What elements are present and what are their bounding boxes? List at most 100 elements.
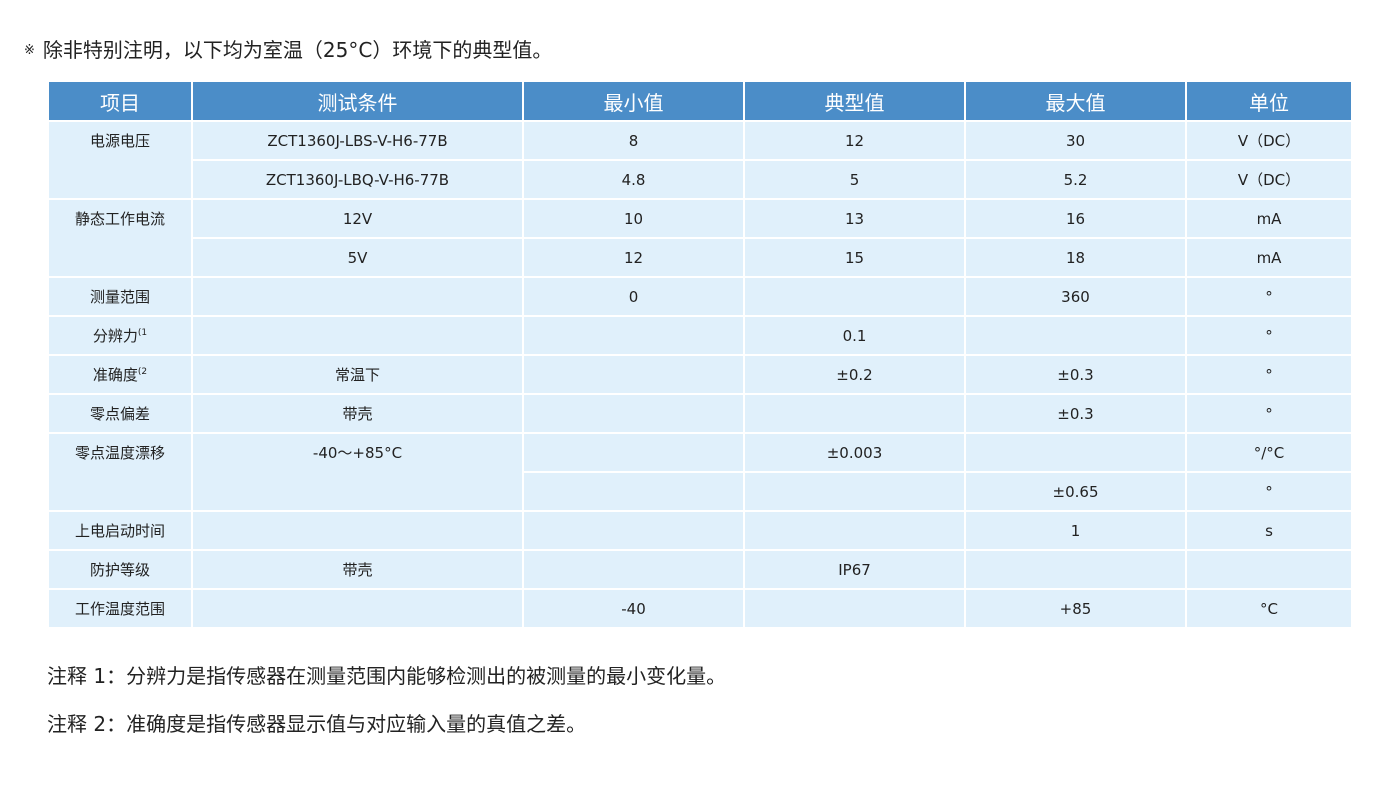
header-max: 最大值 [964,80,1187,122]
cell-max: 5.2 [964,159,1187,200]
item-label: 准确度 [92,366,138,384]
cell-min: 12 [522,237,745,278]
cell-item: 工作温度范围 [47,588,193,629]
cell-max: ±0.65 [964,471,1187,512]
cell-min: 0 [522,276,745,317]
cell-typ: 12 [743,120,966,161]
note-star: ※ [24,43,35,58]
cell-unit: ° [1185,354,1353,395]
cell-min [522,471,745,512]
cell-unit: °/°C [1185,432,1353,473]
cell-typ: 15 [743,237,966,278]
cell-typ: 13 [743,198,966,239]
table-row: 测量范围 0 360 ° [47,276,1353,317]
table-row: 5V 12 15 18 mA [48,237,1353,278]
header-min: 最小值 [522,80,745,122]
table-row: ZCT1360J-LBQ-V-H6-77B 4.8 5 5.2 V（DC） [48,159,1353,200]
cell-min [522,393,745,434]
cell-unit: ° [1185,393,1353,434]
cell-unit: V（DC） [1185,159,1353,200]
cell-min [522,549,745,590]
header-unit: 单位 [1185,80,1353,122]
cell-typ: IP67 [743,549,966,590]
cell-item: 电源电压 [47,120,193,200]
cell-max [964,549,1187,590]
footnote-2: 注释 2：准确度是指传感器显示值与对应输入量的真值之差。 [47,712,587,736]
cell-item: 零点温度漂移 [47,432,193,512]
cell-unit: ° [1185,276,1353,317]
cell-typ [743,588,966,629]
general-note-text: 除非特别注明，以下均为室温（25°C）环境下的典型值。 [42,38,553,62]
table-row: 工作温度范围 -40 +85 °C [47,588,1353,629]
table-row: 上电启动时间 1 s [47,510,1353,551]
cell-item: 准确度(2 [47,354,193,395]
cell-min [522,315,745,356]
cell-item: 测量范围 [47,276,193,317]
cell-unit: °C [1185,588,1353,629]
cell-max: 1 [964,510,1187,551]
footnote-1: 注释 1：分辨力是指传感器在测量范围内能够检测出的被测量的最小变化量。 [47,664,727,688]
header-typ: 典型值 [743,80,966,122]
cell-max [964,432,1187,473]
cell-condition: -40～+85°C [191,432,524,512]
cell-max: 18 [964,237,1187,278]
cell-typ [743,471,966,512]
spec-table: 项目 测试条件 最小值 典型值 最大值 单位 电源电压 ZCT1360J-LBS… [47,80,1353,629]
table-row: 零点温度漂移 -40～+85°C ±0.003 °/°C [47,432,1353,512]
cell-max: 30 [964,120,1187,161]
cell-min: 4.8 [522,159,745,200]
cell-condition: ZCT1360J-LBQ-V-H6-77B [191,159,524,200]
cell-item: 分辨力(1 [47,315,193,356]
cell-typ [743,510,966,551]
table-row: 静态工作电流 12V 10 13 16 mA [47,198,1353,278]
cell-typ: ±0.003 [743,432,966,473]
cell-typ: 5 [743,159,966,200]
cell-unit: ° [1185,315,1353,356]
footnote-ref: (1 [137,328,148,338]
cell-typ: 0.1 [743,315,966,356]
item-label: 分辨力 [92,327,138,345]
cell-unit [1185,549,1353,590]
cell-typ [743,276,966,317]
cell-item: 零点偏差 [47,393,193,434]
header-item: 项目 [47,80,193,122]
cell-max: +85 [964,588,1187,629]
cell-min [522,510,745,551]
cell-item: 静态工作电流 [47,198,193,278]
cell-max: ±0.3 [964,393,1187,434]
cell-condition: 5V [191,237,524,278]
cell-condition [191,276,524,317]
cell-condition [191,315,524,356]
table-row: 准确度(2 常温下 ±0.2 ±0.3 ° [47,354,1353,395]
cell-unit: mA [1185,198,1353,239]
cell-min: -40 [522,588,745,629]
cell-condition: 12V [191,198,524,239]
cell-typ: ±0.2 [743,354,966,395]
cell-condition: 带壳 [191,393,524,434]
table-header: 项目 测试条件 最小值 典型值 最大值 单位 [47,80,1353,122]
general-note: ※ 除非特别注明，以下均为室温（25°C）环境下的典型值。 [24,34,552,63]
cell-max: ±0.3 [964,354,1187,395]
cell-min: 10 [522,198,745,239]
cell-item: 防护等级 [47,549,193,590]
cell-max: 360 [964,276,1187,317]
cell-max: 16 [964,198,1187,239]
cell-min: 8 [522,120,745,161]
cell-condition: ZCT1360J-LBS-V-H6-77B [191,120,524,161]
cell-condition: 带壳 [191,549,524,590]
cell-condition [191,588,524,629]
cell-typ [743,393,966,434]
cell-unit: ° [1185,471,1353,512]
cell-max [964,315,1187,356]
table-row: 分辨力(1 0.1 ° [47,315,1353,356]
cell-min [522,354,745,395]
cell-unit: V（DC） [1185,120,1353,161]
cell-item: 上电启动时间 [47,510,193,551]
cell-min [522,432,745,473]
cell-unit: mA [1185,237,1353,278]
table-row: 零点偏差 带壳 ±0.3 ° [47,393,1353,434]
table-row: 防护等级 带壳 IP67 [47,549,1353,590]
header-condition: 测试条件 [191,80,524,122]
table-row: 电源电压 ZCT1360J-LBS-V-H6-77B 8 12 30 V（DC） [47,120,1353,200]
cell-unit: s [1185,510,1353,551]
